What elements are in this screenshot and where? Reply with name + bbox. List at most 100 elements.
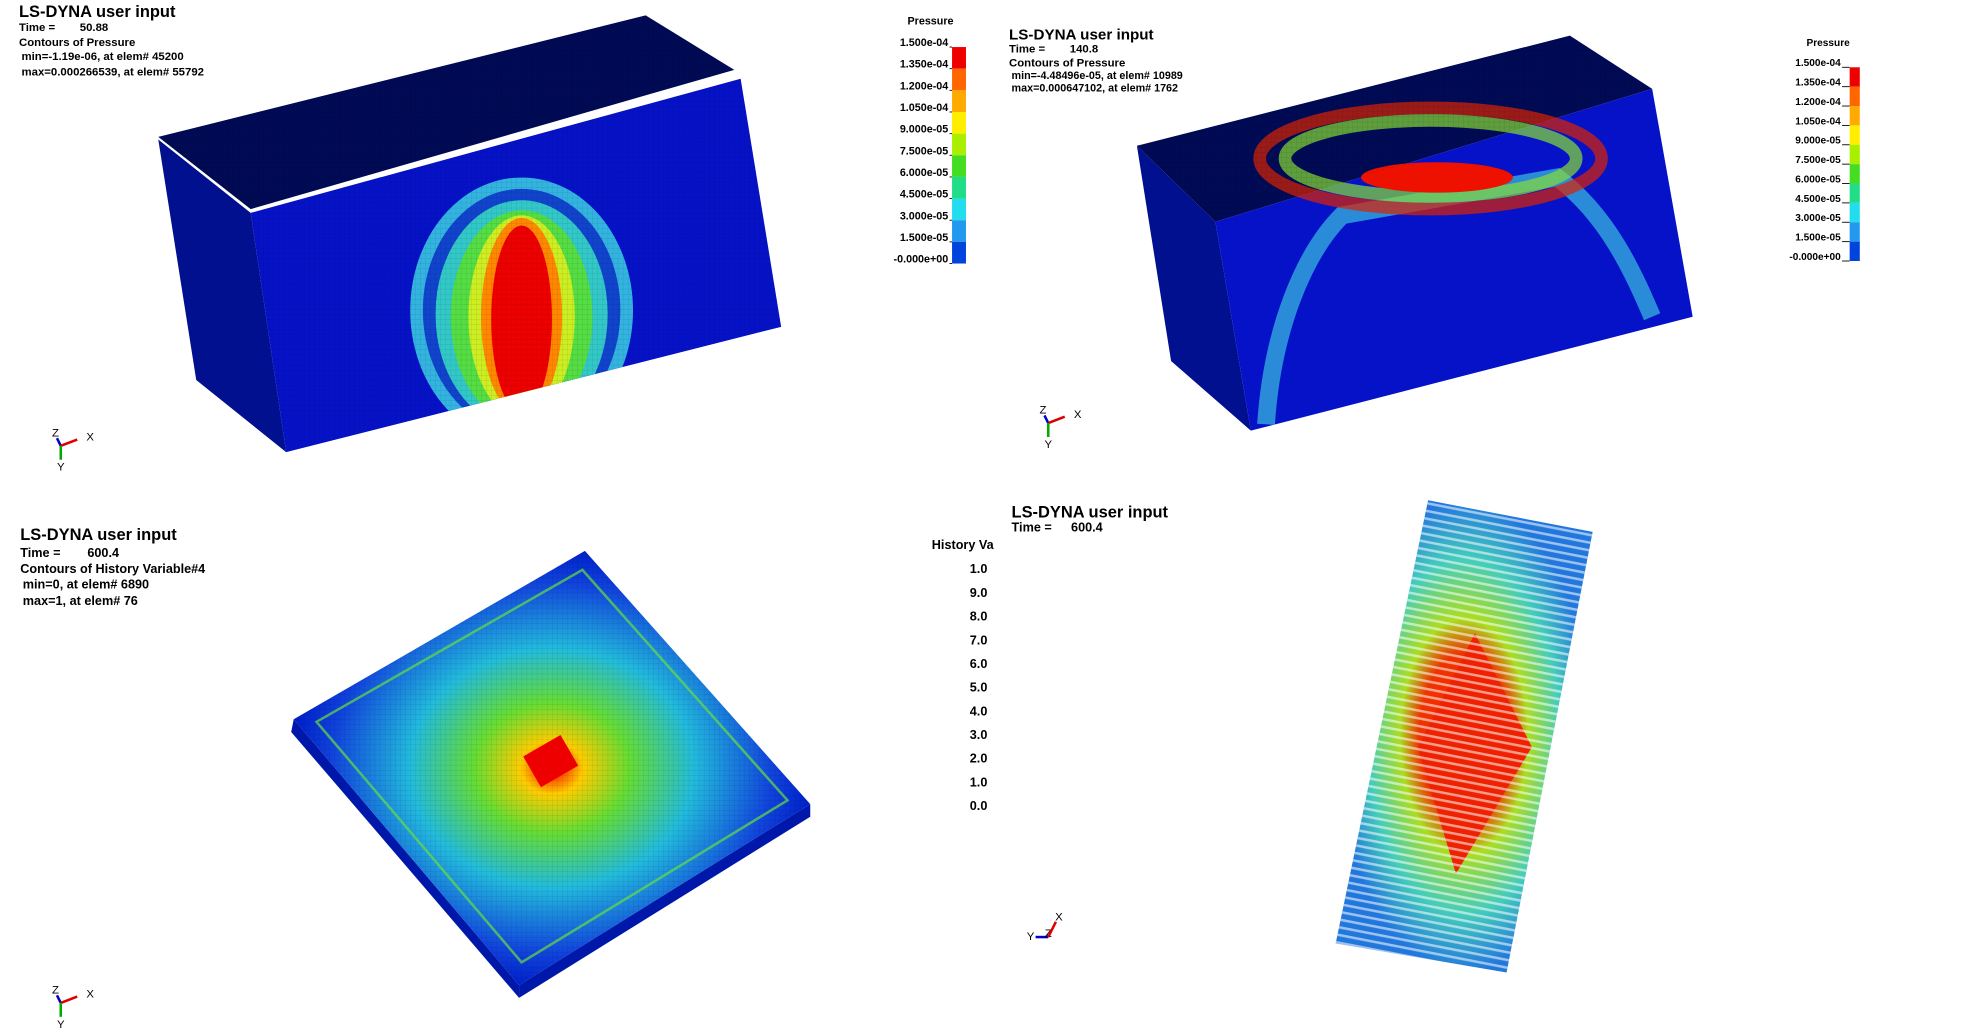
legend-label: 6.000e-05: [900, 167, 948, 179]
legend-swatch: [1849, 144, 1860, 165]
triad-label: Y: [57, 462, 65, 474]
legend-label: 1.0: [970, 562, 988, 576]
contour: Contours of History Variable#4: [20, 562, 205, 576]
panel-1-header: LS-DYNA user input Time = 50.88 Contours…: [19, 3, 204, 78]
triad-axis: [60, 995, 78, 1005]
title: LS-DYNA user input: [1012, 503, 1169, 521]
legend-label: 6.0: [970, 657, 988, 671]
legend-label: 3.0: [970, 728, 988, 742]
time-value: 140.8: [1070, 44, 1098, 56]
legend-swatch: [952, 176, 966, 199]
legend-label: 1.350e-04: [900, 59, 948, 71]
triad-label: Y: [1044, 439, 1052, 451]
triad-label: X: [86, 432, 94, 444]
legend-label: 1.350e-04: [1795, 78, 1841, 89]
legend-label: -0.000e+00: [894, 254, 949, 266]
legends: 1.500e-041.350e-041.200e-041.050e-049.00…: [894, 37, 1860, 813]
panel-2-header: LS-DYNA user input Time = 140.8 Contours…: [1009, 27, 1183, 95]
triad-axis: [1047, 921, 1057, 938]
legend-swatch: [1849, 164, 1860, 184]
legend-swatch: [952, 198, 966, 221]
triad-label: Y: [1027, 931, 1035, 943]
legend-label: 7.0: [970, 633, 988, 647]
title: LS-DYNA user input: [19, 3, 176, 21]
legend-swatch: [952, 111, 966, 134]
legend-label: 9.000e-05: [900, 124, 948, 136]
time-label: Time =: [1012, 520, 1052, 534]
legend-label: 5.0: [970, 681, 988, 695]
triad-label: Y: [57, 1019, 65, 1031]
legend-label: 1.500e-04: [1795, 58, 1841, 69]
legend-swatch: [952, 133, 966, 156]
contour: Contours of Pressure: [19, 37, 135, 49]
triads: Z XYZ XYZ XYY ZX: [52, 405, 1082, 1031]
legend-label: 1.0: [970, 775, 988, 789]
min: min=0, at elem# 6890: [23, 577, 149, 591]
legend-label: 1.500e-04: [900, 37, 948, 49]
legend-label: 7.500e-05: [1795, 155, 1841, 166]
legend-label: 8.0: [970, 610, 988, 624]
triad-label: Z: [52, 427, 59, 439]
time-label: Time =: [19, 22, 56, 34]
max: max=0.000266539, at elem# 55792: [22, 66, 204, 78]
legend: 1.0 9.0 8.0 7.0 6.0 5.0 4.0 3.0 2.0 1.0 0.0: [970, 562, 988, 813]
triad-axis: [55, 994, 62, 1004]
model-beam: [1335, 500, 1593, 973]
legend-label: 1.200e-04: [1795, 97, 1841, 108]
title: LS-DYNA user input: [1009, 27, 1154, 44]
legend-swatch: [1849, 86, 1860, 107]
legend-swatch: [952, 155, 966, 177]
legend-label: 6.000e-05: [1795, 174, 1841, 185]
legend-label: 4.0: [970, 704, 988, 718]
legend-label: 4.500e-05: [900, 189, 948, 201]
max: max=1, at elem# 76: [23, 594, 138, 608]
legend-label: 1.500e-05: [1795, 233, 1841, 244]
legend-swatch: [1849, 183, 1860, 203]
legend-title: History Va: [932, 538, 995, 552]
legend-label: 1.500e-05: [900, 232, 948, 244]
legend-swatch: [1849, 202, 1860, 223]
legend-label: 1.050e-04: [1795, 116, 1841, 127]
legend: 1.500e-04 1.350e-04 1.200e-04 1.050e-04 9.00…: [894, 37, 966, 266]
model-plate: [291, 550, 811, 998]
legend-label: 0.0: [970, 799, 988, 813]
legend-label: 3.000e-05: [1795, 213, 1841, 224]
legend-swatch: [1849, 125, 1860, 145]
triad-label: Z: [1039, 405, 1046, 417]
time-value: 600.4: [1071, 520, 1103, 534]
legend-label: 9.0: [970, 586, 988, 600]
time-value: 50.88: [80, 22, 108, 34]
legend-swatch: [1849, 222, 1860, 242]
model-block-1: [158, 15, 782, 453]
legend-swatch: [952, 90, 966, 112]
contour: Contours of Pressure: [1009, 58, 1125, 70]
triad-label: Z: [52, 984, 59, 996]
triad-label: X: [86, 989, 94, 1001]
min: min=-4.48496e-05, at elem# 10989: [1012, 70, 1183, 82]
time-label: Time =: [20, 546, 60, 560]
triad-label: X: [1074, 409, 1082, 421]
triad-axis: [55, 437, 62, 447]
legend-swatch: [952, 68, 966, 91]
time-value: 600.4: [87, 546, 119, 560]
legend: 1.500e-04 1.350e-04 1.200e-04 1.050e-04 9.00…: [1789, 58, 1860, 263]
triad-axis: [60, 438, 78, 448]
legend-label: 3.000e-05: [900, 210, 948, 222]
legend-swatch: [952, 220, 966, 242]
triad-label: X: [1055, 911, 1063, 923]
axis-triad: Z X Y: [52, 427, 94, 473]
legend-swatch: [1849, 241, 1860, 261]
legend-swatch: [1849, 67, 1860, 87]
legend-title: Pressure: [908, 16, 954, 28]
legend-title: Pressure: [1807, 38, 1851, 49]
max: max=0.000647102, at elem# 1762: [1012, 83, 1178, 95]
axis-triad: Z X Y: [1039, 405, 1081, 451]
legend-label: -0.000e+00: [1789, 252, 1841, 263]
axis-triad: Z X Y: [52, 984, 94, 1030]
legend-label: 4.500e-05: [1795, 194, 1841, 205]
triad-label: Z: [1045, 928, 1052, 940]
legend-label: 1.050e-04: [900, 102, 948, 114]
model-block-2: [1136, 35, 1693, 431]
